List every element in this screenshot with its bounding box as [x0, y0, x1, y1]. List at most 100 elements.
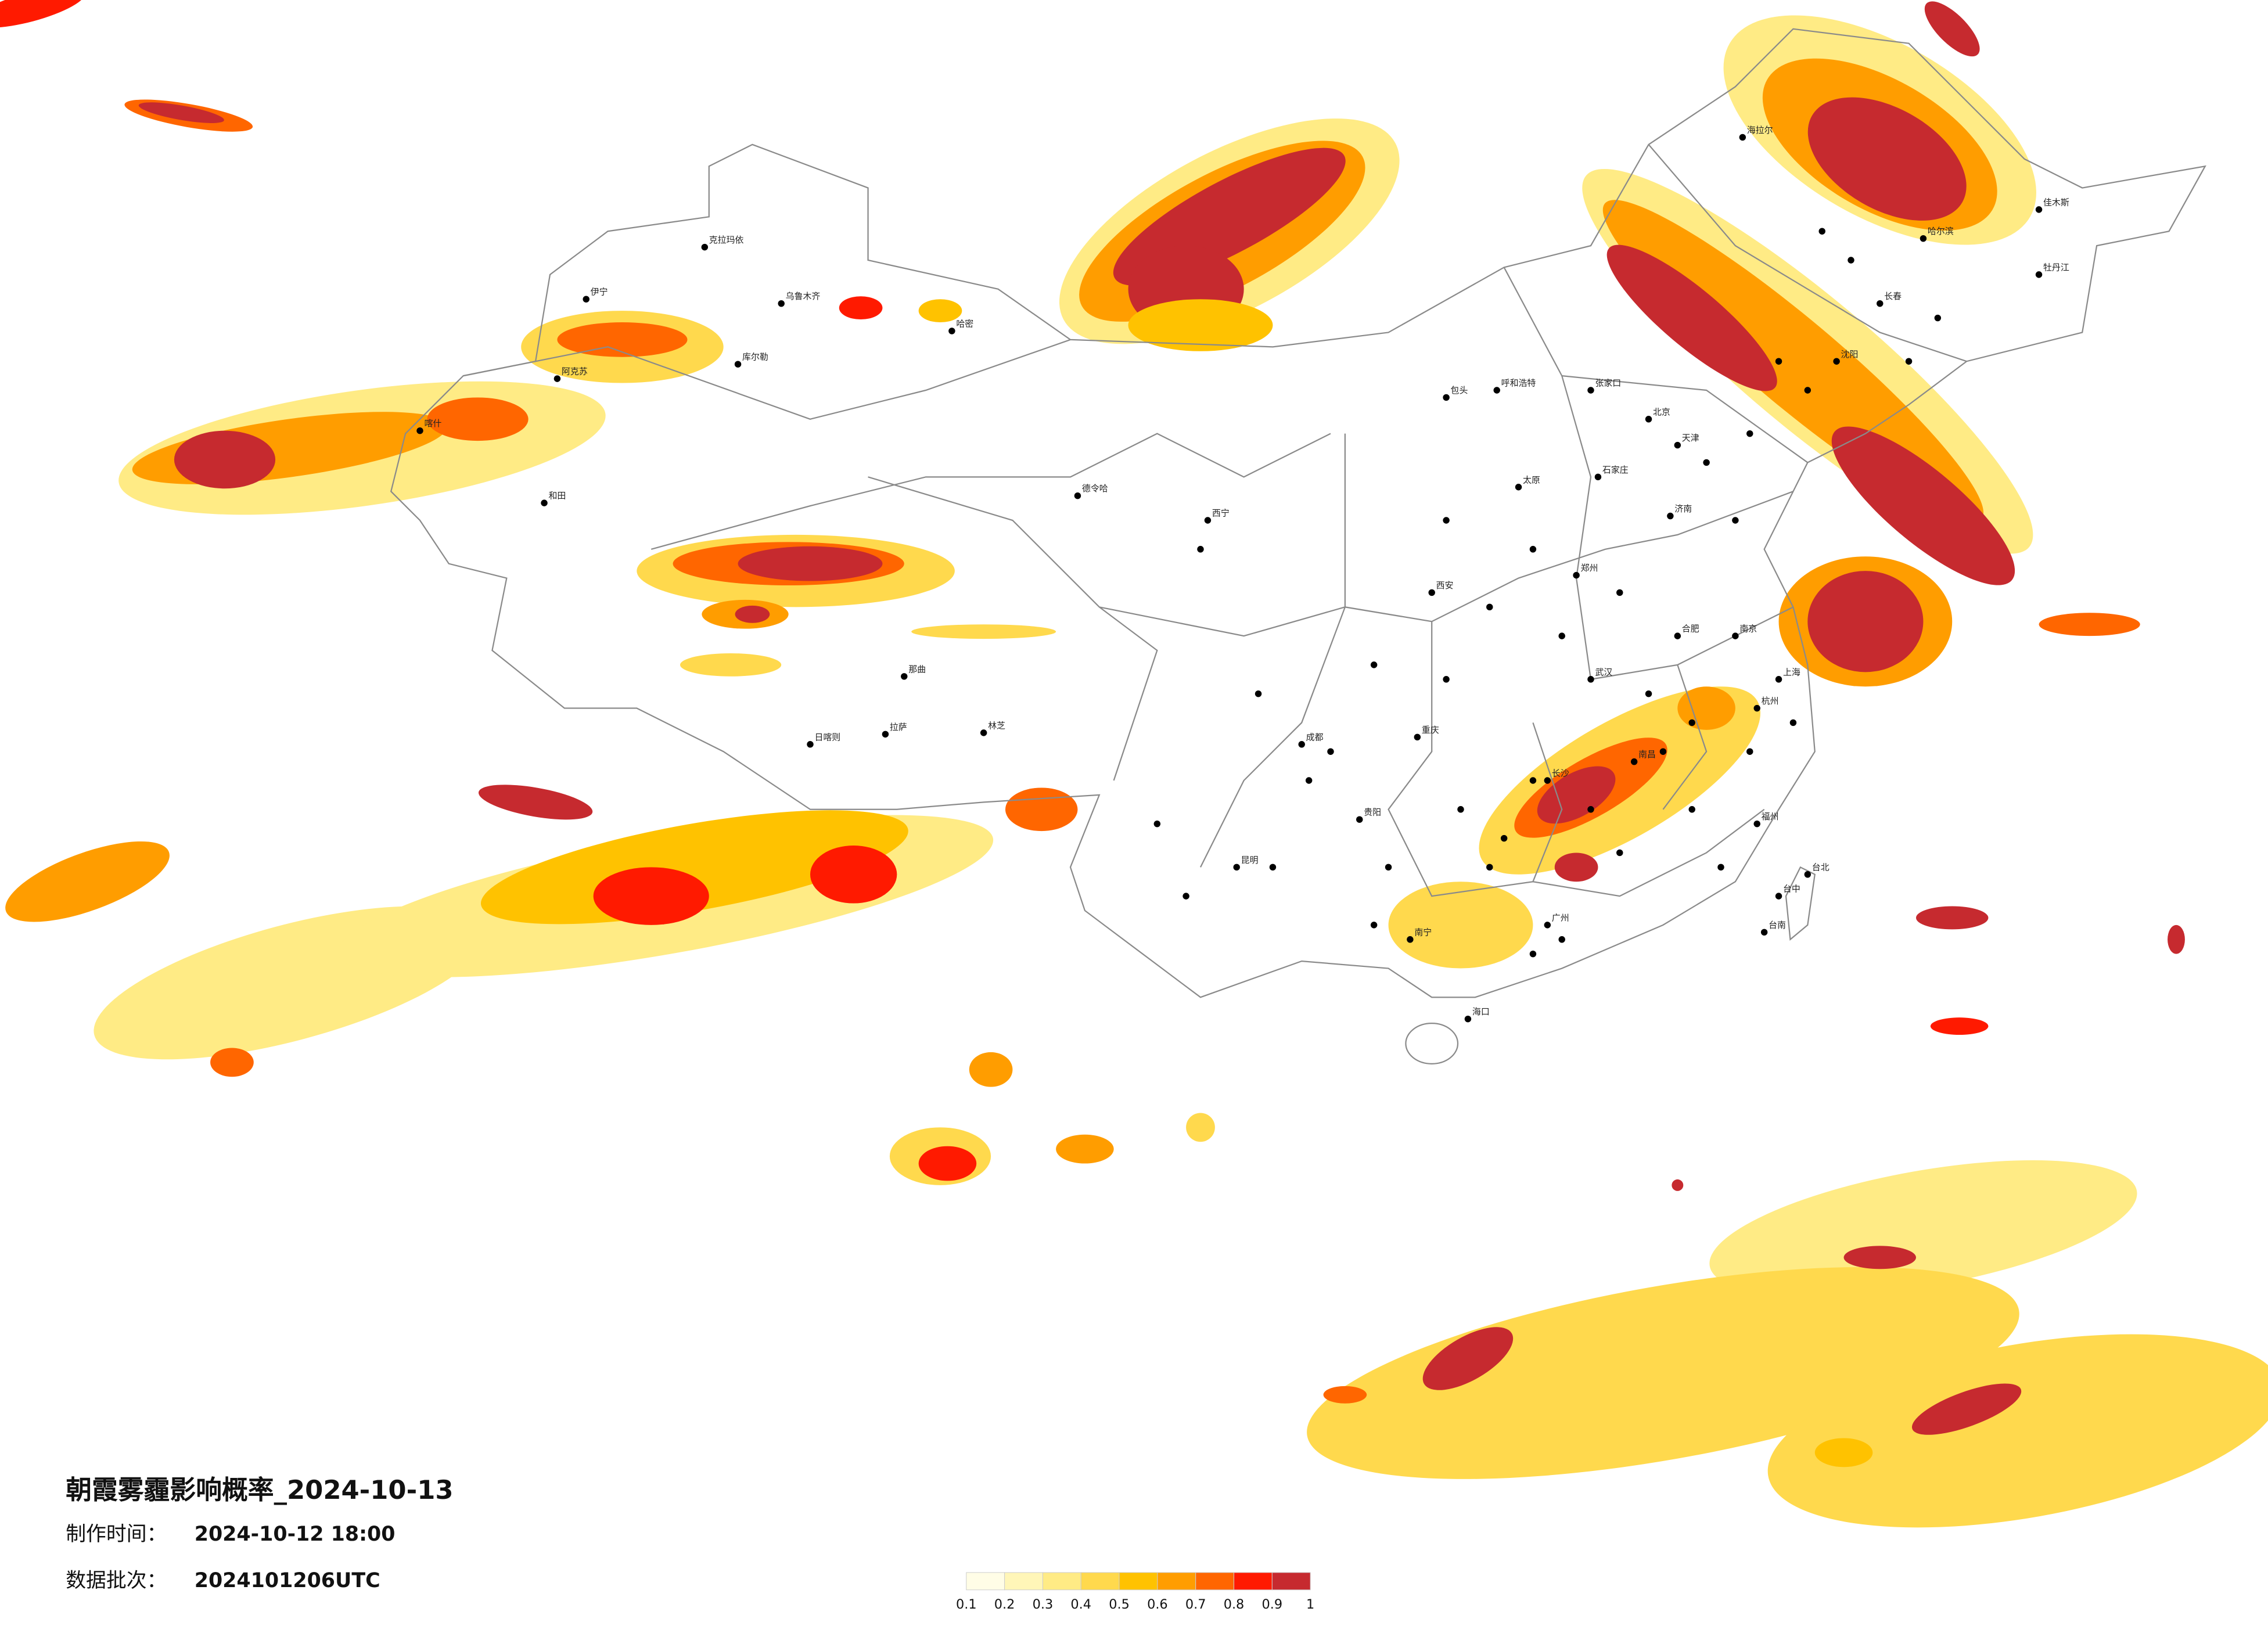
city-dot	[1573, 571, 1580, 579]
station-dot	[1703, 459, 1710, 466]
city-dot	[1877, 300, 1884, 307]
station-dot	[1443, 676, 1450, 683]
colorbar-label: 0.9	[1262, 1597, 1283, 1612]
taiwan	[1785, 866, 1816, 941]
colorbar-label: 0.4	[1070, 1597, 1091, 1612]
batch-value: 2024101206UTC	[195, 1569, 380, 1592]
colorbar-box	[1080, 1572, 1120, 1591]
city-label: 西宁	[1212, 508, 1230, 519]
city-dot	[778, 300, 785, 307]
city-dot	[541, 499, 548, 506]
probability-area	[1323, 1386, 1367, 1404]
colorbar-label: 0.2	[994, 1597, 1015, 1612]
colorbar-label: 0.7	[1185, 1597, 1206, 1612]
city-dot	[807, 741, 814, 748]
city-label: 阿克苏	[562, 366, 588, 377]
city-label: 克拉玛依	[709, 235, 744, 245]
colorbar-box	[1004, 1572, 1043, 1591]
probability-area	[738, 546, 883, 581]
city-label: 那曲	[908, 664, 926, 674]
city-dot	[882, 731, 889, 738]
city-label: 郑州	[1581, 563, 1598, 573]
city-label: 太原	[1523, 474, 1540, 485]
colorbar-box	[1042, 1572, 1081, 1591]
station-dot	[1558, 936, 1565, 943]
city-dot	[1407, 936, 1414, 943]
city-dot	[1515, 484, 1522, 491]
probability-area	[557, 322, 688, 357]
station-dot	[1616, 589, 1623, 596]
colorbar-box	[1157, 1572, 1196, 1591]
station-dot	[1848, 257, 1854, 264]
station-dot	[1255, 690, 1262, 697]
city-label: 上海	[1783, 667, 1800, 677]
colorbar-box	[1195, 1572, 1235, 1591]
probability-area	[1422, 1327, 1514, 1390]
city-label: 海口	[1472, 1006, 1490, 1017]
probability-area	[1843, 1246, 1916, 1269]
station-dot	[1529, 546, 1537, 553]
city-label: 包头	[1451, 385, 1468, 395]
probability-area	[1930, 1017, 1989, 1035]
probability-area	[593, 867, 709, 925]
city-dot	[1356, 816, 1363, 823]
colorbar-box	[1234, 1572, 1273, 1591]
map-title: 朝霞雾霾影响概率_2024-10-13	[66, 1474, 453, 1505]
probability-area	[1831, 426, 2015, 585]
probability-area	[1554, 852, 1598, 882]
city-label: 贵阳	[1364, 807, 1381, 818]
city-label: 哈密	[956, 318, 973, 329]
probability-area	[969, 1052, 1013, 1087]
city-dot	[1760, 929, 1768, 936]
city-label: 昆明	[1241, 855, 1259, 865]
city-label: 成都	[1306, 732, 1324, 742]
made-label: 制作时间：	[66, 1523, 167, 1546]
probability-area	[1915, 906, 1989, 930]
city-dot	[948, 328, 955, 334]
probability-area	[427, 397, 529, 441]
station-dot	[1587, 806, 1594, 813]
city-label: 北京	[1653, 406, 1670, 417]
city-dot	[1587, 676, 1594, 683]
city-dot	[1594, 473, 1602, 481]
station-dot	[1789, 719, 1797, 726]
city-dot	[1804, 871, 1811, 878]
city-dot	[2035, 271, 2043, 278]
probability-area	[5, 841, 170, 922]
station-dot	[1370, 661, 1378, 668]
city-dot	[2035, 206, 2043, 213]
probability-area	[1677, 686, 1735, 730]
city-label: 牡丹江	[2043, 262, 2069, 272]
probability-area	[174, 430, 276, 489]
city-dot	[1443, 394, 1450, 401]
probability-area	[918, 299, 962, 323]
probability-area	[2168, 924, 2185, 954]
station-dot	[1775, 358, 1782, 365]
station-dot	[1486, 603, 1493, 611]
station-dot	[1443, 517, 1450, 524]
probability-area	[735, 605, 770, 623]
station-dot	[1558, 632, 1565, 639]
city-dot	[1493, 387, 1500, 394]
city-label: 广州	[1552, 912, 1569, 923]
city-dot	[553, 375, 561, 382]
city-dot	[1428, 589, 1435, 596]
colorbar-box	[966, 1572, 1005, 1591]
station-dot	[1818, 228, 1825, 235]
city-dot	[1645, 416, 1652, 423]
station-dot	[1486, 864, 1493, 871]
city-dot	[1464, 1015, 1472, 1023]
probability-area	[1911, 1383, 2022, 1435]
city-label: 南昌	[1638, 749, 1656, 760]
city-label: 南宁	[1414, 927, 1432, 937]
city-label: 哈尔滨	[1928, 226, 1954, 236]
city-dot	[1753, 820, 1760, 828]
city-label: 德令哈	[1082, 483, 1108, 494]
colorbar: 0.1 0.2 0.3 0.4 0.5 0.6 0.7 0.8 0.9 1	[956, 1572, 1314, 1612]
city-dot	[980, 729, 987, 736]
city-label: 台南	[1769, 920, 1786, 930]
city-label: 杭州	[1762, 696, 1779, 706]
probability-area	[1807, 571, 1924, 672]
city-label: 林芝	[988, 720, 1005, 731]
